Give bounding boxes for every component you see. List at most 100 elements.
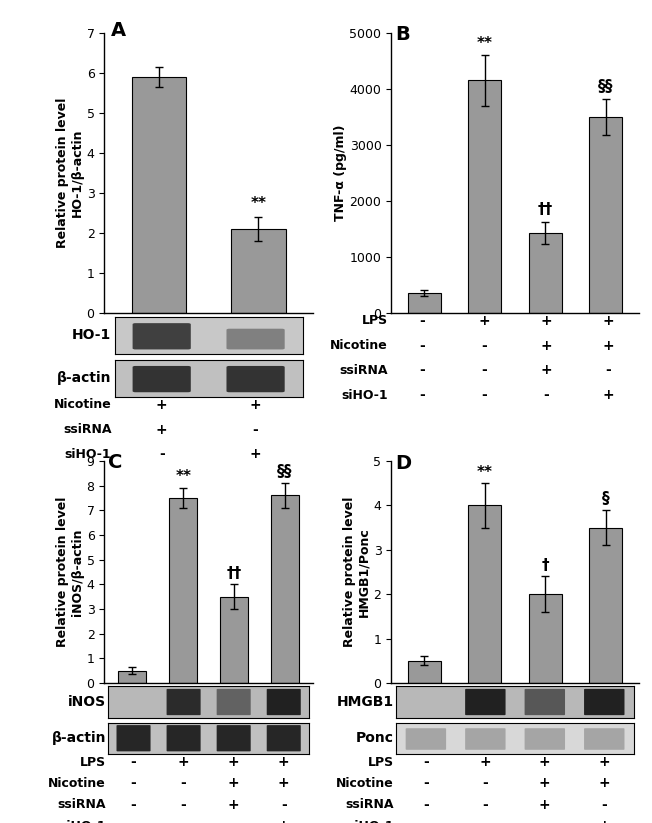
FancyBboxPatch shape: [132, 323, 191, 350]
Text: +: +: [250, 398, 261, 412]
FancyBboxPatch shape: [406, 728, 446, 750]
Text: A: A: [111, 21, 126, 40]
Bar: [132, 77, 186, 313]
Text: -: -: [482, 819, 488, 823]
Text: +: +: [602, 388, 614, 402]
Text: -: -: [130, 797, 136, 812]
Text: Nicotine: Nicotine: [48, 777, 106, 790]
FancyBboxPatch shape: [166, 725, 201, 751]
FancyBboxPatch shape: [267, 689, 301, 715]
Text: +: +: [539, 797, 551, 812]
Text: +: +: [599, 776, 610, 791]
Text: -: -: [181, 797, 186, 812]
Text: -: -: [481, 388, 487, 402]
Text: -: -: [231, 819, 237, 823]
Text: -: -: [181, 819, 186, 823]
Text: +: +: [599, 755, 610, 770]
Text: siHO-1: siHO-1: [347, 820, 394, 823]
Text: -: -: [419, 363, 425, 378]
Text: Ponc: Ponc: [355, 731, 394, 746]
Y-axis label: TNF-α (pg/ml): TNF-α (pg/ml): [334, 124, 347, 221]
Bar: [529, 594, 562, 683]
Text: +: +: [228, 776, 239, 791]
FancyBboxPatch shape: [465, 728, 505, 750]
Text: -: -: [419, 338, 425, 353]
Text: +: +: [602, 338, 614, 353]
Text: +: +: [250, 447, 261, 462]
Text: -: -: [130, 819, 136, 823]
Text: -: -: [130, 776, 136, 791]
Text: siHO-1: siHO-1: [65, 448, 111, 461]
Text: ssiRNA: ssiRNA: [345, 798, 394, 811]
Text: Nicotine: Nicotine: [53, 398, 111, 412]
Text: -: -: [130, 755, 136, 770]
Text: ssiRNA: ssiRNA: [340, 364, 388, 377]
Text: -: -: [159, 447, 164, 462]
Text: LPS: LPS: [368, 756, 394, 769]
Text: B: B: [395, 25, 410, 44]
Text: -: -: [419, 314, 425, 328]
Bar: [408, 293, 441, 313]
FancyBboxPatch shape: [216, 725, 251, 751]
Bar: [589, 528, 623, 683]
Text: -: -: [542, 819, 548, 823]
Text: -: -: [482, 776, 488, 791]
Text: +: +: [156, 422, 168, 437]
Text: +: +: [278, 776, 289, 791]
Text: ††: ††: [538, 202, 553, 217]
Text: +: +: [602, 314, 614, 328]
Text: LPS: LPS: [80, 756, 106, 769]
Text: D: D: [395, 454, 411, 473]
Text: -: -: [601, 797, 607, 812]
Text: -: -: [181, 776, 186, 791]
Text: β-actin: β-actin: [52, 731, 106, 746]
Bar: [468, 505, 501, 683]
Text: +: +: [541, 338, 552, 353]
Y-axis label: Relative protein level
HO-1/β-actin: Relative protein level HO-1/β-actin: [56, 98, 84, 248]
Text: -: -: [281, 797, 287, 812]
Text: +: +: [541, 314, 552, 328]
Text: -: -: [481, 363, 487, 378]
FancyBboxPatch shape: [132, 366, 191, 393]
Bar: [118, 671, 146, 683]
FancyBboxPatch shape: [226, 328, 285, 350]
Text: -: -: [482, 797, 488, 812]
Bar: [231, 229, 286, 313]
Text: **: **: [175, 469, 191, 484]
Text: +: +: [278, 755, 289, 770]
Text: +: +: [178, 755, 190, 770]
Bar: [468, 81, 501, 313]
Text: siHO-1: siHO-1: [59, 820, 106, 823]
Text: siHO-1: siHO-1: [341, 388, 388, 402]
FancyBboxPatch shape: [166, 689, 201, 715]
Text: -: -: [423, 819, 429, 823]
Text: **: **: [477, 464, 493, 480]
Text: **: **: [250, 196, 266, 211]
FancyBboxPatch shape: [216, 689, 251, 715]
Text: +: +: [479, 314, 490, 328]
FancyBboxPatch shape: [584, 728, 625, 750]
Text: §§: §§: [277, 464, 293, 479]
FancyBboxPatch shape: [267, 725, 301, 751]
Text: +: +: [479, 755, 491, 770]
Bar: [170, 498, 197, 683]
Text: +: +: [541, 363, 552, 378]
Text: -: -: [423, 797, 429, 812]
Text: +: +: [278, 819, 289, 823]
Text: -: -: [605, 363, 611, 378]
Text: +: +: [228, 797, 239, 812]
FancyBboxPatch shape: [117, 725, 151, 751]
Bar: [408, 661, 441, 683]
Text: -: -: [419, 388, 425, 402]
Text: C: C: [108, 453, 123, 472]
FancyBboxPatch shape: [584, 689, 625, 715]
Text: Nicotine: Nicotine: [336, 777, 394, 790]
Text: HMGB1: HMGB1: [336, 695, 394, 709]
Bar: [589, 117, 623, 313]
Text: LPS: LPS: [362, 314, 388, 328]
Bar: [529, 233, 562, 313]
Text: +: +: [599, 819, 610, 823]
Text: -: -: [253, 422, 258, 437]
Text: -: -: [543, 388, 549, 402]
Text: -: -: [423, 776, 429, 791]
